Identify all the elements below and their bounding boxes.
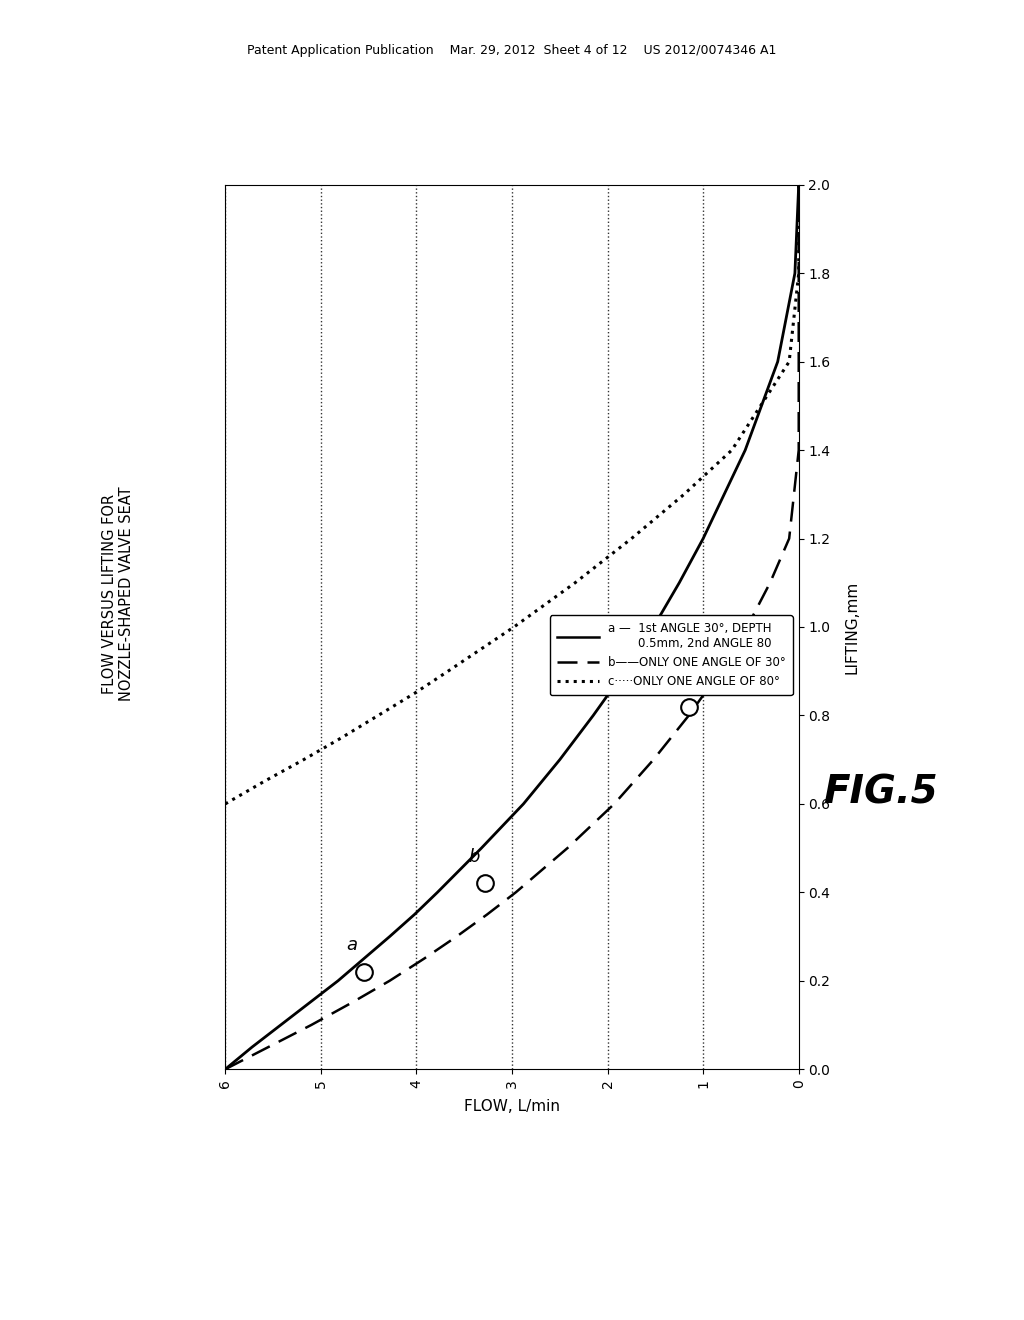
Text: Patent Application Publication    Mar. 29, 2012  Sheet 4 of 12    US 2012/007434: Patent Application Publication Mar. 29, … [248, 44, 776, 57]
Text: b: b [468, 847, 479, 866]
Legend: a —  1st ANGLE 30°, DEPTH
        0.5mm, 2nd ANGLE 80, b——ONLY ONE ANGLE OF 30°,: a — 1st ANGLE 30°, DEPTH 0.5mm, 2nd ANGL… [550, 615, 793, 696]
X-axis label: FLOW, L/min: FLOW, L/min [464, 1100, 560, 1114]
Y-axis label: LIFTING,mm: LIFTING,mm [845, 581, 859, 673]
Text: c: c [690, 671, 700, 689]
Text: FLOW VERSUS LIFTING FOR
NOZZLE-SHAPED VALVE SEAT: FLOW VERSUS LIFTING FOR NOZZLE-SHAPED VA… [101, 487, 134, 701]
Text: FIG.5: FIG.5 [823, 774, 938, 810]
Text: a: a [347, 936, 357, 954]
